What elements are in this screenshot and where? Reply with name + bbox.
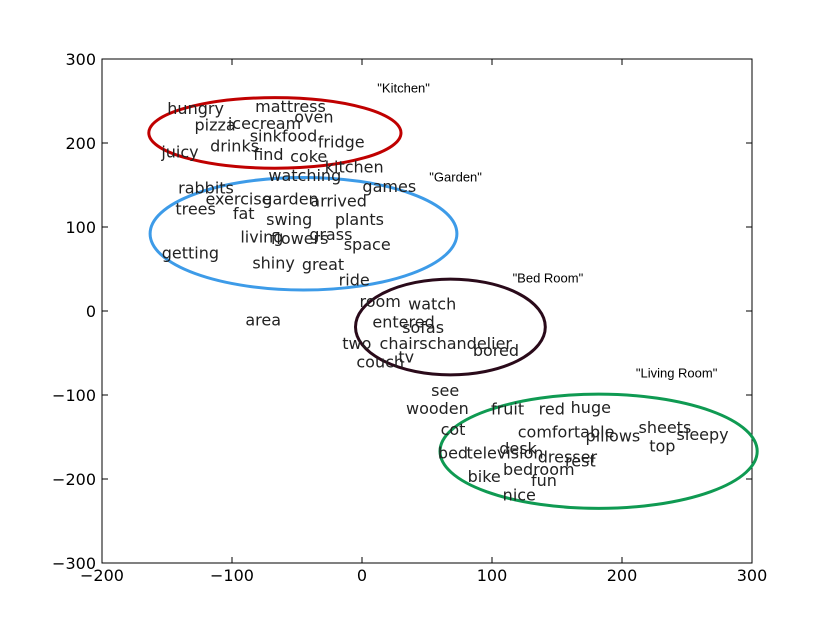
word-point: swing [266, 210, 312, 229]
word-point: chandelier [428, 334, 513, 353]
cluster-label-layer: "Kitchen" "Garden" "Bed Room" "Living Room" [377, 81, 717, 381]
word-point: cot [441, 420, 466, 439]
word-point: icecream [228, 114, 301, 133]
word-point: tv [398, 348, 414, 367]
word-point: ride [339, 270, 370, 289]
word-point: fat [233, 204, 255, 223]
word-point: dresser [538, 448, 598, 467]
cluster-label: "Garden" [429, 170, 482, 185]
x-tick-label: 0 [357, 566, 367, 585]
word-point: exercise [205, 190, 271, 209]
word-point: bored [473, 341, 519, 360]
word-point: kitchen [325, 158, 384, 177]
word-point: top [649, 437, 675, 456]
word-point: watch [408, 295, 456, 314]
cluster-ellipse [148, 175, 459, 292]
word-point: chairs [380, 334, 428, 353]
word-point: grass [309, 225, 352, 244]
word-point: bed [438, 443, 468, 462]
plot-area [101, 58, 753, 564]
word-point: red [539, 400, 565, 419]
y-tick-label: 0 [86, 302, 96, 321]
word-point: fridge [318, 133, 365, 152]
word-point: desk [499, 439, 537, 458]
word-point: sofas [402, 318, 444, 337]
word-point: mattress [255, 97, 326, 116]
y-tick-label: 100 [65, 218, 96, 237]
cluster-label: "Living Room" [636, 365, 718, 380]
y-tick-label: 300 [65, 50, 96, 69]
word-point: oven [294, 107, 333, 126]
word-point: television [466, 443, 543, 462]
word-point: room [360, 292, 401, 311]
word-point: find [253, 145, 283, 164]
word-point: hungry [167, 99, 224, 118]
cluster-label: "Bed Room" [513, 271, 584, 286]
cluster-ellipse [354, 277, 547, 377]
word-point: juicy [160, 143, 198, 162]
cluster-ellipse [438, 392, 759, 510]
y-tick-label: −200 [52, 470, 96, 489]
word-point: sheets [639, 418, 692, 437]
x-tick-label: −100 [210, 566, 254, 585]
word-point: arrived [310, 191, 367, 210]
word-point: rabbits [178, 179, 234, 198]
word-point: fruit [491, 400, 524, 419]
word-point: games [362, 177, 416, 196]
word-point: two [342, 334, 371, 353]
x-tick-label: 100 [477, 566, 508, 585]
word-point: pillows [586, 427, 641, 446]
word-point: area [245, 311, 281, 330]
word-point: drinks [210, 137, 259, 156]
word-point: bedroom [503, 460, 575, 479]
word-point: rest [565, 452, 596, 471]
word-point: nice [503, 485, 536, 504]
word-point: entered [372, 312, 434, 331]
word-point: flowers [271, 229, 329, 248]
y-tick-label: −300 [52, 554, 96, 573]
word-point: huge [571, 398, 611, 417]
word-point: fun [531, 471, 557, 490]
word-point: wooden [406, 399, 469, 418]
word-point: garden [262, 190, 318, 209]
y-tick-label: 200 [65, 134, 96, 153]
word-point: shiny [252, 253, 295, 272]
word-point: sink [250, 127, 283, 146]
word-point: living [240, 227, 283, 246]
x-tick-label: 300 [737, 566, 768, 585]
word-point: space [344, 235, 391, 254]
x-tick-label: −200 [80, 566, 124, 585]
cluster-layer [147, 96, 759, 510]
word-point: food [282, 127, 317, 146]
word-point: couch [356, 353, 404, 372]
word-point: trees [175, 200, 216, 219]
cluster-label: "Kitchen" [377, 81, 430, 96]
word-point: great [302, 255, 344, 274]
word-point: sleepy [677, 425, 729, 444]
x-tick-label: 200 [607, 566, 638, 585]
word-point: plants [335, 210, 384, 229]
word-point: coke [290, 147, 327, 166]
word-point: pizza [194, 116, 235, 135]
y-tick-label: −100 [52, 386, 96, 405]
word-point: getting [162, 243, 219, 262]
word-point: comfortable [518, 422, 615, 441]
word-point: bike [468, 467, 501, 486]
cluster-ellipse [147, 96, 403, 170]
word-point: see [431, 381, 459, 400]
word-point: watching [268, 166, 341, 185]
